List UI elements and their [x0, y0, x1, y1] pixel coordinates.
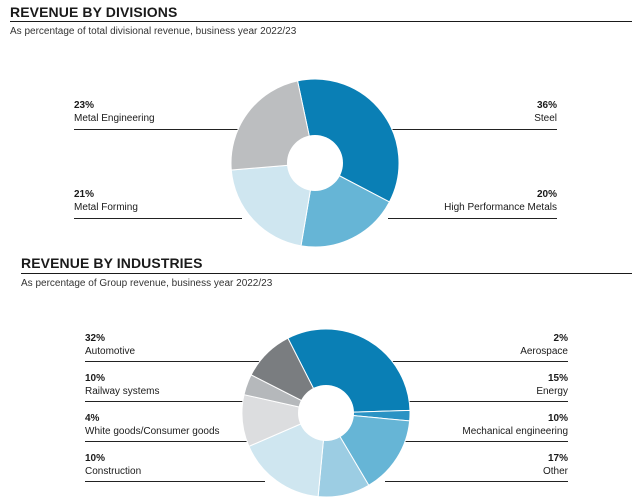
- legend-label: Metal Engineering: [74, 113, 155, 124]
- leader-line: [74, 129, 242, 130]
- legend-label: White goods/Consumer goods: [85, 426, 220, 437]
- divisions-title: REVENUE BY DIVISIONS: [10, 4, 178, 20]
- legend-label: Aerospace: [520, 346, 568, 357]
- legend-value: 21%: [74, 189, 95, 200]
- leader-line: [74, 218, 242, 219]
- legend-railway-systems: 10% Railway systems: [85, 372, 159, 398]
- legend-metal-forming: 21% Metal Forming: [74, 188, 138, 214]
- legend-label: Steel: [534, 113, 557, 124]
- donut-hole: [298, 385, 354, 441]
- donut-slice-steel: [296, 78, 400, 203]
- legend-high-performance-metals: 20% High Performance Metals: [444, 188, 557, 214]
- legend-metal-engineering: 23% Metal Engineering: [74, 99, 155, 125]
- legend-value: 36%: [536, 100, 557, 111]
- legend-value: 2%: [553, 333, 568, 344]
- legend-value: 32%: [85, 333, 106, 344]
- donut-hole: [287, 135, 343, 191]
- leader-line: [85, 481, 265, 482]
- donut-slice-other: [248, 412, 327, 498]
- legend-label: Mechanical engineering: [462, 426, 568, 437]
- legend-value: 20%: [536, 189, 557, 200]
- legend-label: High Performance Metals: [444, 202, 557, 213]
- industries-title: REVENUE BY INDUSTRIES: [21, 255, 203, 271]
- legend-steel: 36% Steel: [534, 99, 557, 125]
- industries-title-rule: [21, 273, 632, 274]
- legend-value: 17%: [547, 453, 568, 464]
- divisions-title-rule: [10, 21, 632, 22]
- leader-line: [385, 361, 568, 362]
- leader-line: [388, 129, 557, 130]
- legend-label: Automotive: [85, 346, 136, 357]
- legend-label: Railway systems: [85, 386, 160, 397]
- leader-line: [85, 441, 250, 442]
- leader-line: [388, 218, 557, 219]
- legend-other: 17% Other: [543, 452, 568, 478]
- legend-label: Energy: [536, 386, 568, 397]
- legend-aerospace: 2% Aerospace: [520, 332, 568, 358]
- legend-construction: 10% Construction: [85, 452, 141, 478]
- legend-value: 10%: [547, 413, 568, 424]
- leader-line: [405, 401, 568, 402]
- legend-label: Construction: [85, 466, 142, 477]
- legend-value: 10%: [85, 453, 106, 464]
- legend-energy: 15% Energy: [536, 372, 568, 398]
- legend-white-goods: 4% White goods/Consumer goods: [85, 412, 220, 438]
- leader-line: [405, 441, 568, 442]
- donut-slice-metal-forming: [230, 162, 316, 247]
- legend-value: 23%: [74, 100, 95, 111]
- leader-line: [85, 361, 265, 362]
- legend-label: Metal Forming: [74, 202, 138, 213]
- legend-automotive: 32% Automotive: [85, 332, 135, 358]
- legend-mechanical-engineering: 10% Mechanical engineering: [462, 412, 568, 438]
- leader-line: [385, 481, 568, 482]
- leader-line: [85, 401, 245, 402]
- legend-value: 15%: [547, 373, 568, 384]
- legend-value: 10%: [85, 373, 106, 384]
- legend-label: Other: [542, 466, 568, 477]
- divisions-subtitle: As percentage of total divisional revenu…: [10, 26, 297, 37]
- legend-value: 4%: [85, 413, 100, 424]
- industries-subtitle: As percentage of Group revenue, business…: [21, 278, 273, 289]
